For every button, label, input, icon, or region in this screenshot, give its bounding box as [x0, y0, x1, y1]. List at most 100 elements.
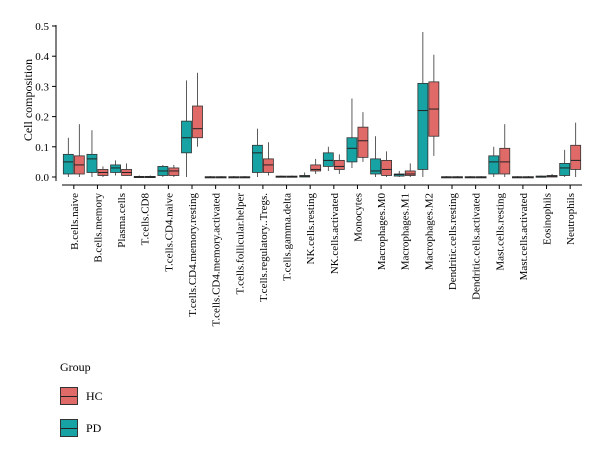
- box-pd: [393, 170, 405, 177]
- box-body: [488, 155, 500, 175]
- box-hc: [286, 175, 298, 178]
- box-body: [404, 170, 416, 176]
- x-tick-label: Neutrophils: [565, 193, 577, 245]
- x-tick-label: B.cells.memory: [92, 193, 104, 263]
- box-body: [192, 105, 203, 139]
- box-hc: [121, 163, 132, 176]
- box-hc: [97, 166, 109, 177]
- box-hc: [475, 176, 487, 179]
- x-tick-label: T.cells.gamma.delta: [282, 193, 294, 281]
- box-body: [570, 144, 582, 170]
- box-pd: [535, 175, 547, 178]
- x-tick-label: T.cells.CD4.memory.activated: [211, 193, 223, 327]
- box-body: [168, 167, 180, 176]
- legend-title: Group: [60, 360, 91, 374]
- box-body: [499, 147, 511, 175]
- box-pd: [181, 80, 192, 177]
- box-hc: [263, 142, 274, 176]
- box-hc: [381, 151, 392, 177]
- x-tick-label: Monocytes: [352, 193, 364, 242]
- x-tick-label: NK.cells.resting: [305, 193, 317, 265]
- box-hc: [404, 163, 416, 177]
- legend: Group HC PD: [60, 360, 103, 449]
- box-body: [322, 152, 334, 167]
- x-tick-label: Dendritic.cells.resting: [447, 193, 459, 291]
- box-pd: [559, 149, 571, 177]
- legend-label-pd: PD: [86, 420, 102, 435]
- x-tick-label: T.cells.CD4.naive: [163, 193, 175, 272]
- y-tick-label: 0.4: [35, 51, 49, 63]
- box-body: [110, 164, 121, 173]
- box-body: [417, 82, 429, 170]
- x-tick-label: T.cells.CD4.memory.resting: [187, 193, 199, 317]
- box-pd: [464, 176, 476, 179]
- box-body: [559, 163, 571, 176]
- x-tick-label: Mast.cells.resting: [494, 193, 506, 271]
- box-pd: [86, 130, 98, 177]
- box-pd: [204, 176, 216, 179]
- y-tick-label: 0.1: [35, 142, 49, 154]
- x-tick-label: T.cells.regulatory..Tregs.: [258, 193, 270, 302]
- box-hc: [168, 164, 180, 177]
- box-body: [310, 164, 322, 172]
- box-hc: [570, 122, 582, 177]
- x-tick-label: Mast.cells.activated: [518, 193, 530, 281]
- box-pd: [62, 137, 74, 177]
- box-body: [181, 120, 192, 154]
- legend-item-hc: HC: [60, 385, 103, 407]
- box-body: [62, 153, 74, 175]
- legend-item-pd: PD: [60, 417, 103, 439]
- box-body: [357, 126, 369, 158]
- box-hc: [523, 176, 534, 179]
- box-body: [381, 159, 392, 176]
- box-pd: [417, 32, 429, 177]
- x-tick-label: Dendritic.cells.activated: [471, 193, 483, 300]
- box-hc: [192, 72, 203, 147]
- box-pd: [488, 146, 500, 177]
- box-hc: [357, 112, 369, 162]
- box-pd: [299, 172, 311, 178]
- box-body: [346, 137, 358, 163]
- x-tick-label: Plasma.cells: [116, 193, 128, 248]
- box-pd: [322, 146, 334, 171]
- box-hc: [239, 176, 251, 179]
- box-hc: [333, 154, 345, 174]
- box-hc: [428, 54, 440, 156]
- box-pd: [441, 176, 452, 179]
- legend-key-hc: [60, 387, 78, 405]
- box-body: [263, 158, 274, 173]
- x-tick-label: Macrophages.M1: [400, 193, 412, 270]
- y-axis: 0.0 0.1 0.2 0.3 0.4 0.5: [35, 21, 57, 184]
- box-pd: [157, 164, 169, 177]
- y-tick-label: 0.0: [35, 172, 49, 184]
- y-tick-label: 0.5: [35, 21, 49, 33]
- box-body: [370, 158, 381, 175]
- x-tick-label: T.cells.follicular.helper: [234, 193, 246, 295]
- box-pd: [252, 128, 263, 177]
- x-tick-label: T.cells.CD8: [140, 193, 152, 246]
- y-axis-title: Cell composition: [21, 59, 35, 141]
- box-pd: [346, 98, 358, 168]
- box-body: [333, 159, 345, 170]
- box-hc: [73, 124, 85, 177]
- box-pd: [228, 176, 240, 179]
- x-tick-label: Macrophages.M0: [376, 193, 388, 271]
- y-tick-label: 0.3: [35, 81, 49, 93]
- x-axis: B.cells.naive B.cells.memory Plasma.cells T…: [62, 184, 582, 327]
- box-hc: [499, 124, 511, 177]
- x-tick-label: B.cells.naive: [69, 193, 81, 250]
- legend-key-pd: [60, 419, 78, 437]
- box-hc: [144, 175, 156, 178]
- x-tick-label: Macrophages.M2: [423, 193, 435, 270]
- box-pd: [512, 176, 523, 179]
- x-tick-label: Eosinophils: [542, 193, 554, 245]
- box-pd: [110, 160, 121, 176]
- boxplot-chart: Cell composition 0.0 0.1 0.2 0.3 0.4 0.5 B.ce…: [21, 21, 582, 327]
- box-pd: [275, 175, 287, 178]
- box-pd: [370, 136, 381, 177]
- box-hc: [215, 176, 227, 179]
- x-tick-label: NK.cells.activated: [329, 193, 341, 275]
- box-body: [252, 144, 263, 173]
- y-tick-label: 0.2: [35, 112, 49, 124]
- box-hc: [546, 173, 558, 178]
